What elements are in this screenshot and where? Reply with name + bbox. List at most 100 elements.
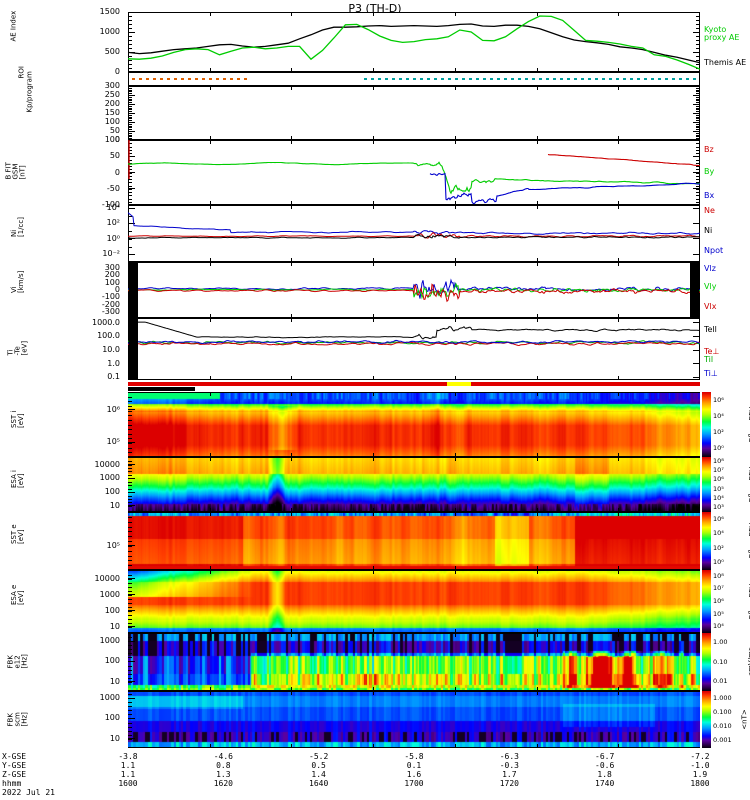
esa-ion-minor-tick: [128, 478, 132, 480]
fbk-scm-minor-tick: [128, 714, 132, 716]
kp-minor-tick: [696, 107, 700, 109]
fbk-scm-xtick: [454, 691, 456, 695]
esa-ion-xtick: [209, 457, 211, 461]
bfit-tick-2: 0: [114, 167, 120, 177]
roi-marker-teal: [497, 78, 500, 81]
ti-teperp-trace: [128, 341, 700, 347]
ti-xtick: [373, 318, 375, 322]
colorbar-esa-ion-tick-4: 10⁴: [713, 493, 724, 502]
kp-minor-tick: [696, 87, 700, 89]
ae-minor-tick: [128, 60, 132, 61]
sst-ion-xtick: [209, 392, 211, 396]
roi-marker-teal: [490, 78, 493, 81]
kp-minor-tick: [128, 123, 132, 125]
ae-xtick: [373, 68, 375, 72]
colorbar-fbk-e12-tick-1: 0.10: [713, 657, 728, 666]
esa-electron-tick-2: 100: [104, 605, 120, 615]
roi-marker-teal: [434, 78, 437, 81]
roi-marker-orange: [139, 78, 142, 81]
sst-ion-minor-tick: [128, 401, 132, 403]
colorbar-esa-electron-tick-3: 10⁵: [713, 609, 724, 618]
colorbar-fbk-scm-label: <nT>: [740, 708, 749, 730]
roi-marker-teal: [553, 78, 556, 81]
kp-minor-tick: [128, 127, 132, 129]
fbk-e12-minor-tick: [128, 653, 132, 655]
roi-marker-teal: [581, 78, 584, 81]
bfit-minor-tick: [128, 188, 132, 190]
kp-minor-tick: [696, 116, 700, 118]
fbk-scm-minor-tick: [128, 734, 132, 736]
roi-marker-orange: [237, 78, 240, 81]
roi-marker-teal: [630, 78, 633, 81]
fbk-e12-minor-tick: [128, 673, 132, 675]
kp-minor-tick: [128, 114, 132, 116]
bfit-xtick: [618, 140, 620, 144]
colorbar-fbk-scm-tick-0: 1.000: [713, 693, 732, 702]
bfit-minor-tick: [128, 201, 132, 203]
ni-minor-tick: [128, 254, 132, 256]
bfit-xtick: [536, 140, 538, 144]
bfit-minor-tick: [696, 146, 700, 148]
esa-electron-minor-tick: [128, 602, 132, 604]
legend-kyoto-1: Kyoto: [704, 25, 727, 34]
ti-tell-trace: [128, 321, 700, 340]
esa-ion-minor-tick: [128, 498, 132, 500]
sst-electron-minor-tick: [128, 516, 132, 518]
bfit-minor-tick: [696, 198, 700, 200]
sst-electron-minor-tick: [128, 526, 132, 528]
esa-electron-xtick: [618, 570, 620, 574]
ti-tick-1: 100.0: [97, 331, 120, 341]
colorbar-sst-ion-tick-1: 10⁴: [713, 411, 724, 420]
xaxis-tick-6-x_gse: -7.2: [690, 752, 710, 761]
legend-ne: Ne: [704, 206, 715, 215]
xaxis-tick-0-x_gse: -3.8: [118, 752, 138, 761]
roi-marker-orange: [181, 78, 184, 81]
xaxis-tick-0-hhmm: 1600: [118, 779, 138, 788]
fbk-scm-xtick: [209, 744, 211, 748]
bfit-minor-tick: [128, 153, 132, 154]
sst-ion-minor-tick: [128, 405, 132, 407]
esa-ion-minor-tick: [128, 485, 132, 487]
roi-marker-teal: [476, 78, 479, 81]
bfit-xtick: [618, 201, 620, 205]
fbk-e12-xtick: [536, 687, 538, 691]
ae-minor-tick: [128, 20, 132, 21]
sst-electron-minor-tick: [128, 541, 132, 542]
fbk-e12-xtick: [454, 687, 456, 691]
bfit-xtick: [209, 140, 211, 144]
vi-tick-4: -100: [101, 292, 120, 302]
vi-xtick: [536, 262, 538, 266]
ae-tick-3: 0: [114, 67, 120, 76]
esa-ion-minor-tick: [128, 505, 132, 507]
fbk-scm-tick-2: 10: [109, 733, 120, 743]
roi-marker-teal: [420, 78, 423, 81]
kp-xtick: [291, 136, 293, 140]
esa-ion-xtick: [536, 457, 538, 461]
kp-minor-tick: [696, 102, 700, 104]
xaxis-tick-1-y_gse: 0.8: [216, 761, 231, 770]
roi-marker-teal: [546, 78, 549, 81]
ni-minor-tick: [128, 215, 132, 217]
fbk-scm-minor-tick: [128, 710, 132, 712]
sst-electron-tickmark: [128, 545, 135, 547]
bfit-minor-tick: [696, 185, 700, 187]
legend-kyoto-2: proxy AE: [704, 33, 740, 42]
ti-tick-0: 1000.0: [92, 317, 120, 327]
xaxis-tick-3-hhmm: 1700: [404, 779, 424, 788]
bfit-minor-tick: [128, 195, 132, 197]
kp-minor-tick: [128, 87, 132, 89]
sst-ion-xtick: [291, 392, 293, 396]
roi-marker-teal: [364, 78, 367, 81]
fbk-e12-xtick: [291, 687, 293, 691]
xaxis-tick-3-y_gse: 0.1: [406, 761, 422, 770]
kp-xtick: [618, 136, 620, 140]
sst-electron-minor-tick: [128, 550, 132, 552]
roi-marker-teal: [693, 78, 696, 81]
sst-electron-xtick: [373, 512, 375, 516]
esa-ion-xtick: [373, 508, 375, 512]
colorbar-esa-electron-tick-2: 10⁶: [713, 597, 724, 605]
fbk-scm-xtick: [454, 744, 456, 748]
sst-ion-minor-tick: [128, 410, 132, 412]
kp-minor-tick: [128, 89, 132, 91]
legend-vly: Vly: [704, 282, 717, 291]
